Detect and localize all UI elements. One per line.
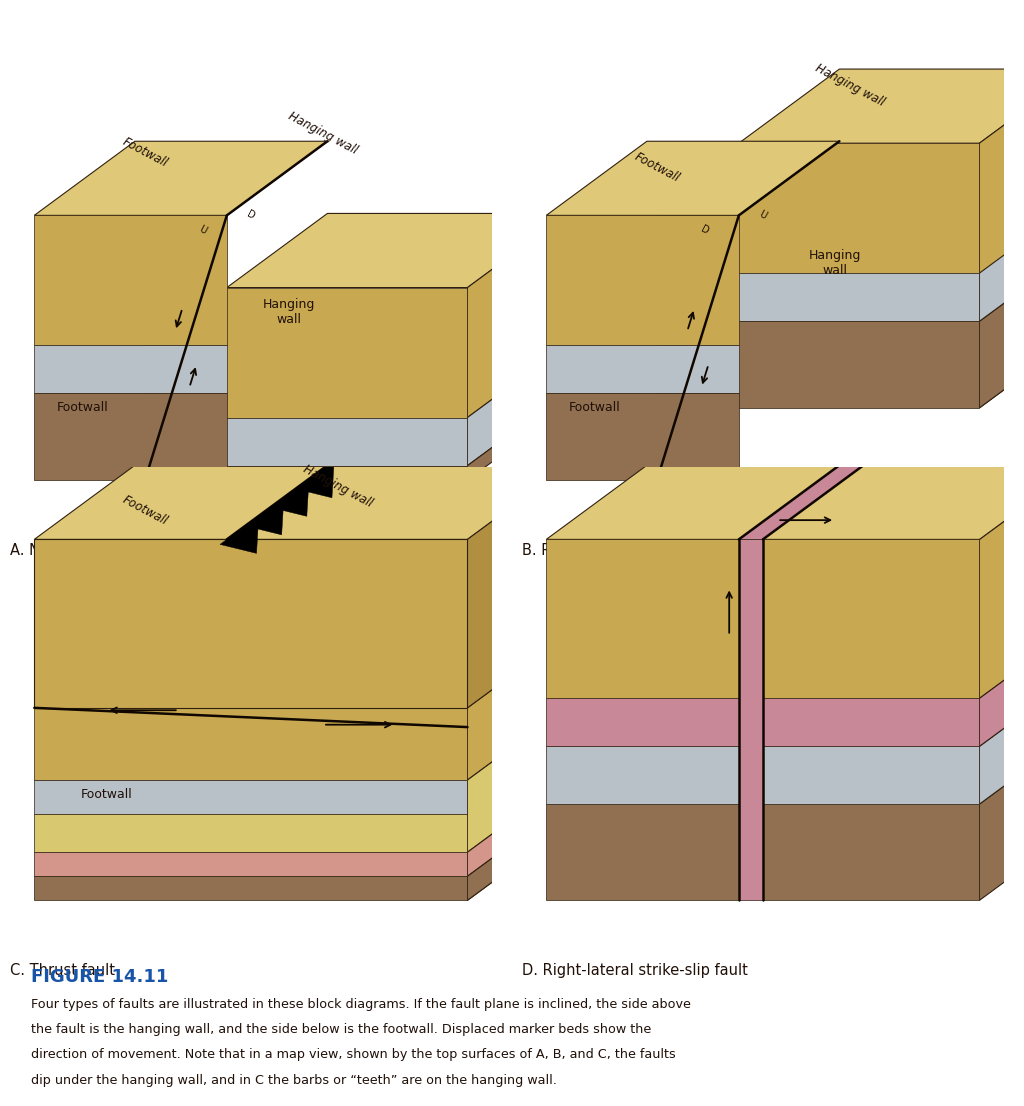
Polygon shape	[763, 466, 1024, 540]
Polygon shape	[296, 460, 334, 498]
Polygon shape	[467, 343, 568, 466]
Polygon shape	[35, 345, 227, 394]
Polygon shape	[547, 698, 739, 747]
Polygon shape	[657, 273, 979, 321]
Text: D. Right-lateral strike-slip fault: D. Right-lateral strike-slip fault	[522, 963, 749, 978]
Polygon shape	[35, 466, 568, 540]
Polygon shape	[979, 730, 1024, 900]
Text: Footwall: Footwall	[81, 787, 132, 801]
Polygon shape	[467, 466, 568, 708]
Polygon shape	[220, 515, 259, 553]
Polygon shape	[467, 706, 568, 853]
Text: Four types of faults are illustrated in these block diagrams. If the fault plane: Four types of faults are illustrated in …	[31, 998, 690, 1011]
Polygon shape	[35, 394, 227, 480]
Polygon shape	[467, 392, 568, 480]
Polygon shape	[145, 288, 467, 417]
Text: A. Normal fault: A. Normal fault	[10, 543, 121, 557]
Polygon shape	[467, 779, 568, 876]
Polygon shape	[979, 466, 1024, 698]
Text: D: D	[699, 223, 711, 236]
Text: C. Thrust fault: C. Thrust fault	[10, 963, 116, 978]
Polygon shape	[547, 216, 739, 345]
Polygon shape	[35, 216, 227, 345]
Polygon shape	[979, 247, 1024, 408]
Text: Hanging wall: Hanging wall	[287, 109, 359, 157]
Polygon shape	[547, 540, 739, 698]
Polygon shape	[657, 321, 979, 408]
Text: D: D	[245, 209, 257, 221]
Polygon shape	[35, 876, 467, 900]
Polygon shape	[467, 634, 568, 900]
Polygon shape	[467, 634, 568, 814]
Polygon shape	[467, 706, 568, 814]
Polygon shape	[227, 213, 568, 288]
Polygon shape	[979, 199, 1024, 321]
Text: the fault is the hanging wall, and the side below is the footwall. Displaced mar: the fault is the hanging wall, and the s…	[31, 1023, 651, 1036]
Polygon shape	[547, 142, 840, 216]
Polygon shape	[35, 142, 328, 216]
Polygon shape	[547, 345, 739, 394]
Text: dip under the hanging wall, and in C the barbs or “teeth” are on the hanging wal: dip under the hanging wall, and in C the…	[31, 1074, 557, 1087]
Polygon shape	[270, 479, 309, 517]
Polygon shape	[547, 747, 739, 804]
Polygon shape	[763, 698, 979, 747]
Polygon shape	[35, 540, 467, 708]
Text: Hanging
wall: Hanging wall	[263, 298, 315, 325]
Polygon shape	[979, 69, 1024, 408]
Text: B. Reverse fault: B. Reverse fault	[522, 543, 639, 557]
Text: U: U	[198, 223, 208, 236]
Text: FIGURE 14.11: FIGURE 14.11	[31, 968, 168, 985]
Text: direction of movement. Note that in a map view, shown by the top surfaces of A, : direction of movement. Note that in a ma…	[31, 1048, 676, 1062]
Polygon shape	[547, 466, 840, 540]
Polygon shape	[979, 672, 1024, 804]
Polygon shape	[657, 143, 979, 273]
Polygon shape	[145, 417, 467, 466]
Polygon shape	[547, 804, 739, 900]
Polygon shape	[245, 498, 284, 535]
Polygon shape	[35, 853, 467, 876]
Polygon shape	[763, 804, 979, 900]
Text: Hanging wall: Hanging wall	[301, 462, 375, 510]
Text: Footwall: Footwall	[120, 136, 170, 170]
Polygon shape	[739, 69, 1024, 143]
Polygon shape	[35, 814, 467, 853]
Polygon shape	[547, 394, 739, 480]
Polygon shape	[467, 213, 568, 417]
Polygon shape	[35, 780, 467, 814]
Polygon shape	[467, 802, 568, 900]
Text: U: U	[758, 209, 768, 221]
Polygon shape	[35, 708, 467, 780]
Polygon shape	[979, 624, 1024, 747]
Polygon shape	[763, 747, 979, 804]
Text: Hanging
wall: Hanging wall	[809, 250, 861, 278]
Polygon shape	[739, 466, 863, 540]
Polygon shape	[145, 466, 467, 480]
Text: Footwall: Footwall	[632, 150, 682, 185]
Text: Hanging wall: Hanging wall	[813, 62, 887, 109]
Text: Footwall: Footwall	[56, 401, 109, 415]
Polygon shape	[763, 540, 979, 698]
Polygon shape	[739, 540, 763, 900]
Text: Footwall: Footwall	[120, 493, 170, 528]
Text: Footwall: Footwall	[568, 401, 621, 415]
